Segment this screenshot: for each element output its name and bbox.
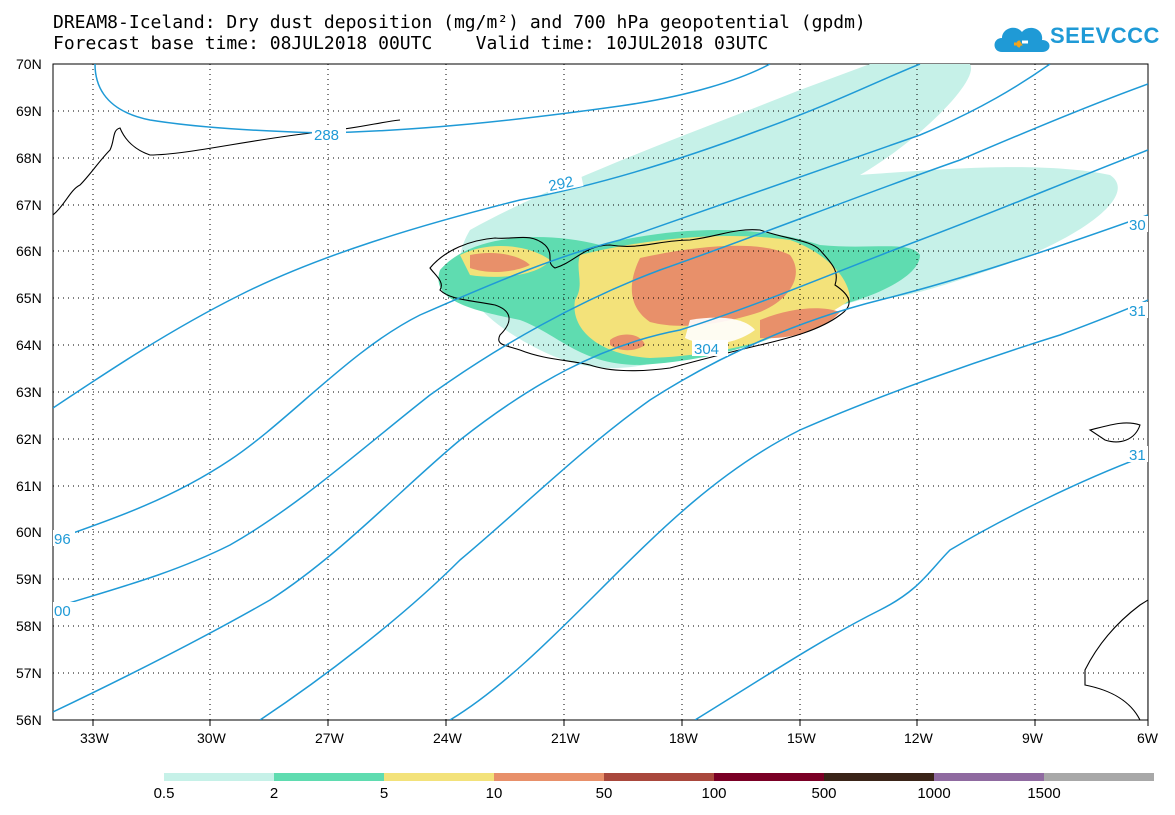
legend-swatch xyxy=(164,773,274,781)
lat-label: 65N xyxy=(16,290,42,306)
lat-label: 61N xyxy=(16,478,42,494)
lat-label: 63N xyxy=(16,384,42,400)
contour-288 xyxy=(94,64,771,134)
contour-316 xyxy=(694,454,1148,720)
lon-label: 12W xyxy=(904,730,934,746)
contour-label-288: 288 xyxy=(314,127,339,144)
legend-swatch xyxy=(384,773,494,781)
legend-label: 100 xyxy=(701,785,726,802)
contour-label-304: 304 xyxy=(694,341,719,358)
logo-text: SEEVCCC xyxy=(1050,23,1160,48)
legend-swatch xyxy=(494,773,604,781)
contour-292 xyxy=(53,64,921,409)
lon-label: 30W xyxy=(197,730,227,746)
frame-ticks xyxy=(92,720,1149,726)
lat-label: 58N xyxy=(16,618,42,634)
seevccc-logo: SEEVCCC xyxy=(990,20,1159,56)
lat-label: 70N xyxy=(16,56,42,72)
color-legend: 0.5 2 5 10 50 100 500 1000 1500 xyxy=(154,773,1154,802)
legend-label: 500 xyxy=(811,785,836,802)
lon-label: 6W xyxy=(1137,730,1159,746)
dust-deposition-field xyxy=(438,64,1118,369)
contour-label-308: 30 xyxy=(1129,217,1146,234)
contour-304 xyxy=(53,149,1148,713)
lat-label: 66N xyxy=(16,243,42,259)
legend-swatch xyxy=(934,773,1044,781)
legend-label: 10 xyxy=(486,785,503,802)
dust-band-orange xyxy=(470,245,840,351)
lat-label: 57N xyxy=(16,665,42,681)
faroe-coast xyxy=(1088,422,1141,443)
latitude-labels: 70N 69N 68N 67N 66N 65N 64N 63N 62N 61N … xyxy=(16,56,42,728)
forecast-times: Forecast base time: 08JUL2018 00UTC Vali… xyxy=(53,33,769,54)
lon-label: 18W xyxy=(669,730,699,746)
lat-label: 64N xyxy=(16,337,42,353)
legend-swatch xyxy=(1044,773,1154,781)
lon-label: 33W xyxy=(80,730,110,746)
contour-labels: 288 292 304 96 00 30 31 31 xyxy=(53,126,1148,620)
lat-label: 60N xyxy=(16,524,42,540)
iceland-coast xyxy=(429,229,850,372)
lat-label: 68N xyxy=(16,150,42,166)
lon-label: 9W xyxy=(1022,730,1044,746)
contour-label-312: 31 xyxy=(1129,303,1146,320)
contour-300 xyxy=(53,83,1148,609)
legend-swatch xyxy=(604,773,714,781)
legend-swatch xyxy=(714,773,824,781)
legend-label: 2 xyxy=(270,785,278,802)
geopotential-contours xyxy=(53,64,1148,720)
contour-296 xyxy=(53,64,1051,541)
scotland-coast xyxy=(1084,599,1148,720)
legend-swatch xyxy=(274,773,384,781)
lat-label: 59N xyxy=(16,571,42,587)
contour-312 xyxy=(449,299,1148,720)
legend-label: 5 xyxy=(380,785,388,802)
legend-swatch xyxy=(824,773,934,781)
lat-label: 56N xyxy=(16,712,42,728)
longitude-labels: 33W 30W 27W 24W 21W 18W 15W 12W 9W 6W xyxy=(80,730,1159,746)
lon-label: 15W xyxy=(787,730,817,746)
cloud-icon xyxy=(994,27,1050,52)
contour-308 xyxy=(259,214,1148,720)
legend-label: 0.5 xyxy=(154,785,175,802)
lat-label: 67N xyxy=(16,197,42,213)
legend-label: 50 xyxy=(596,785,613,802)
chart-title: DREAM8-Iceland: Dry dust deposition (mg/… xyxy=(53,12,866,33)
legend-label: 1000 xyxy=(917,785,950,802)
contour-label-300: 00 xyxy=(54,603,71,620)
dust-band-white-gap xyxy=(685,317,755,344)
legend-label: 1500 xyxy=(1027,785,1060,802)
lon-label: 27W xyxy=(315,730,345,746)
contour-label-292: 292 xyxy=(547,173,575,195)
lat-label: 69N xyxy=(16,103,42,119)
lat-label: 62N xyxy=(16,431,42,447)
contour-label-316: 31 xyxy=(1129,447,1146,464)
lon-label: 21W xyxy=(551,730,581,746)
lon-label: 24W xyxy=(433,730,463,746)
contour-label-296: 96 xyxy=(54,531,71,548)
